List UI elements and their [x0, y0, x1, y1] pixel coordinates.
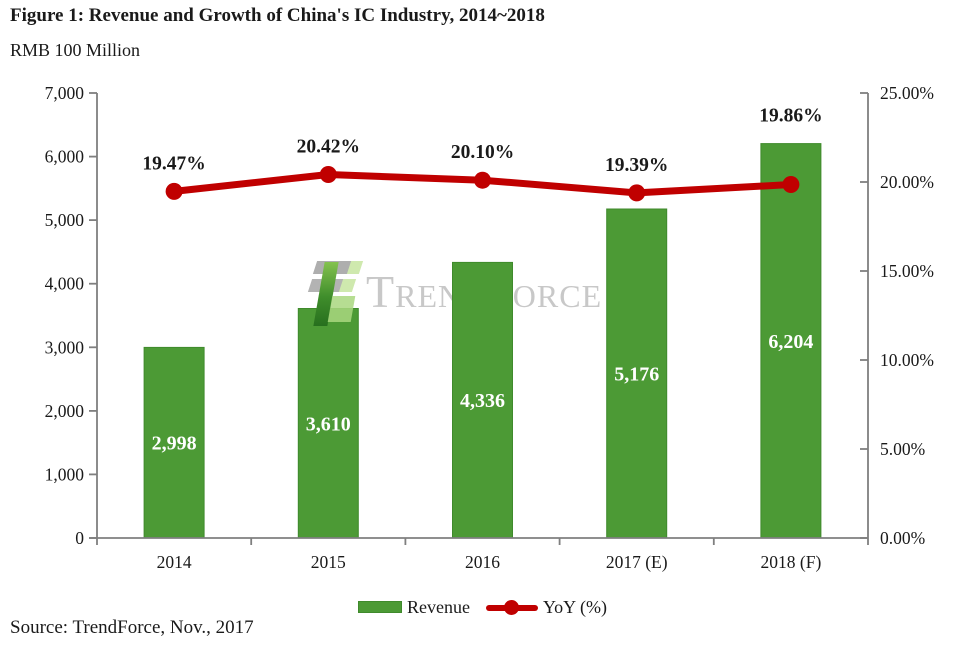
- bar-value-label: 4,336: [460, 390, 505, 412]
- x-axis-category-label: 2015: [311, 552, 346, 572]
- yoy-marker-2017 (E): [628, 184, 646, 202]
- revenue-bar-2016: [452, 261, 513, 539]
- right-axis-tick-label: 15.00%: [880, 261, 934, 281]
- right-axis-tick-label: 10.00%: [880, 350, 934, 370]
- left-axis-tick-label: 6,000: [45, 147, 85, 167]
- yoy-value-label: 20.10%: [451, 142, 514, 163]
- bar-value-label: 2,998: [152, 433, 197, 455]
- legend-label-yoy: YoY (%): [542, 596, 607, 617]
- revenue-bar-2017 (E): [606, 208, 668, 539]
- chart-legend: Revenue YoY (%): [358, 595, 607, 619]
- legend-item-yoy: YoY (%): [485, 596, 607, 618]
- yoy-value-label: 19.39%: [605, 155, 668, 176]
- left-axis-tick-label: 2,000: [45, 401, 85, 421]
- legend-item-revenue: Revenue: [358, 597, 470, 618]
- left-axis-tick-label: 5,000: [45, 210, 85, 230]
- left-axis-tick-label: 7,000: [45, 83, 85, 103]
- bar-value-label: 3,610: [306, 413, 351, 435]
- left-axis-unit-label: RMB 100 Million: [10, 40, 141, 60]
- yoy-marker-2016: [474, 171, 491, 189]
- yoy-value-label: 19.86%: [759, 106, 822, 127]
- source-note: Source: TrendForce, Nov., 2017: [10, 617, 254, 638]
- yoy-swatch-icon: [485, 599, 538, 616]
- left-axis-tick-label: 4,000: [45, 274, 85, 294]
- left-axis-tick-label: 1,000: [45, 464, 85, 484]
- legend-label-revenue: Revenue: [407, 596, 470, 617]
- x-axis-category-label: 2016: [465, 552, 500, 572]
- right-axis-tick-label: 0.00%: [880, 528, 925, 548]
- figure-title: Figure 1: Revenue and Growth of China's …: [10, 5, 545, 26]
- right-axis-tick-label: 5.00%: [880, 439, 925, 459]
- yoy-marker-2018 (F): [782, 176, 800, 193]
- yoy-value-label: 19.47%: [142, 153, 205, 174]
- yoy-marker-icon: [503, 599, 519, 615]
- x-axis-category-label: 2017 (E): [606, 552, 668, 572]
- yoy-marker-2014: [165, 182, 183, 200]
- bar-value-label: 6,204: [768, 331, 813, 353]
- yoy-value-label: 20.42%: [297, 137, 360, 158]
- revenue-swatch-icon: [358, 601, 402, 613]
- revenue-bar-2014: [143, 346, 205, 539]
- x-axis-category-label: 2018 (F): [761, 552, 822, 572]
- bar-value-label: 5,176: [614, 364, 659, 386]
- x-axis-category-label: 2014: [157, 552, 192, 572]
- left-axis-tick-label: 0: [75, 528, 84, 548]
- yoy-marker-2015: [319, 166, 337, 183]
- left-axis-tick-label: 3,000: [45, 337, 85, 357]
- right-axis-tick-label: 25.00%: [880, 83, 934, 103]
- right-axis-tick-label: 20.00%: [880, 172, 934, 192]
